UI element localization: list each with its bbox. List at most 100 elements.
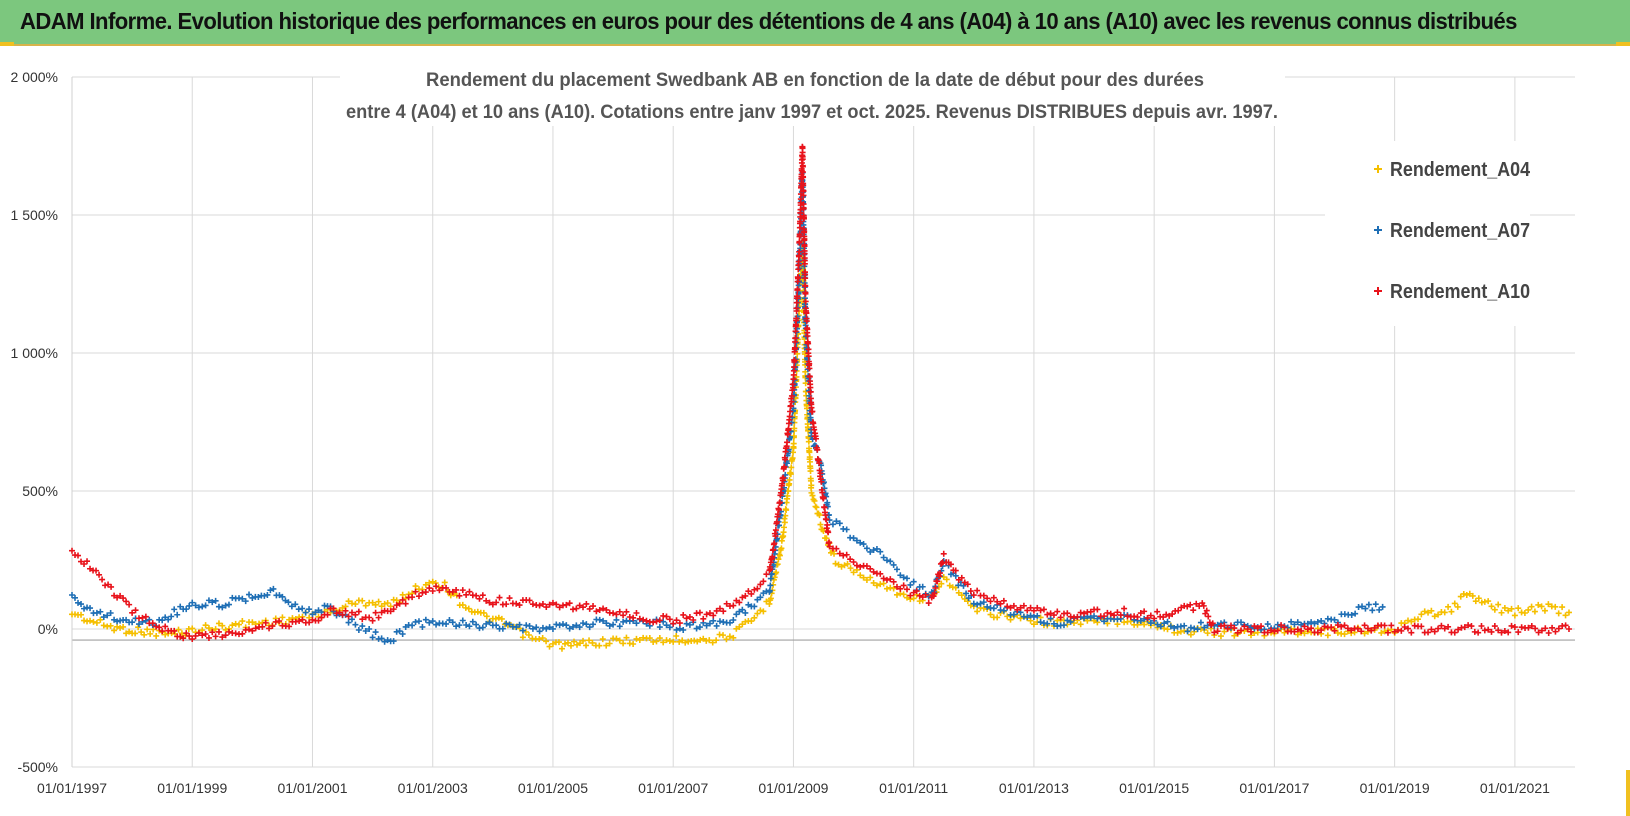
data-point <box>183 630 190 637</box>
data-point <box>832 560 839 567</box>
data-point <box>806 365 813 372</box>
data-point <box>860 574 867 581</box>
data-point <box>676 625 683 632</box>
data-point <box>801 235 808 242</box>
data-point <box>1471 628 1478 635</box>
data-point <box>679 637 686 644</box>
data-point <box>1107 610 1114 617</box>
data-point <box>1485 598 1492 605</box>
data-point <box>202 622 209 629</box>
data-point <box>818 478 825 485</box>
data-point <box>195 604 202 611</box>
data-point <box>1562 622 1569 629</box>
data-point <box>799 156 806 163</box>
data-point <box>459 601 466 608</box>
data-point <box>723 600 730 607</box>
data-point <box>402 623 409 630</box>
data-point <box>1094 606 1101 613</box>
data-point <box>97 608 104 615</box>
data-point <box>378 603 385 610</box>
data-point <box>916 592 923 599</box>
data-point <box>907 592 914 599</box>
data-point <box>362 627 369 634</box>
data-point <box>870 579 877 586</box>
data-point <box>75 552 82 559</box>
data-point <box>791 344 798 351</box>
data-point <box>1264 621 1271 628</box>
data-point <box>1435 625 1442 632</box>
data-point <box>117 624 124 631</box>
data-point <box>1475 629 1482 636</box>
data-point <box>299 605 306 612</box>
data-point <box>1538 603 1545 610</box>
data-point <box>772 527 779 534</box>
data-point <box>433 621 440 628</box>
data-point <box>1050 612 1057 619</box>
data-point <box>495 614 502 621</box>
data-point <box>498 615 505 622</box>
data-point <box>967 588 974 595</box>
data-point <box>1294 631 1301 638</box>
data-point <box>171 627 178 634</box>
data-point <box>93 619 100 626</box>
corner-mark-top-right <box>1616 42 1630 46</box>
data-point <box>775 506 782 513</box>
data-point <box>556 622 563 629</box>
data-point <box>673 626 680 633</box>
data-point <box>549 599 556 606</box>
data-point <box>804 326 811 333</box>
data-point <box>348 609 355 616</box>
data-point <box>1117 612 1124 619</box>
data-point <box>1505 629 1512 636</box>
data-point <box>754 610 761 617</box>
data-point <box>656 617 663 624</box>
data-point <box>186 602 193 609</box>
data-point <box>887 558 894 565</box>
data-point <box>546 624 553 631</box>
data-point <box>1511 612 1518 619</box>
data-point <box>600 617 607 624</box>
data-point <box>1147 612 1154 619</box>
data-point <box>580 637 587 644</box>
data-point <box>586 605 593 612</box>
data-point <box>682 639 689 646</box>
data-point <box>1174 629 1181 636</box>
data-point <box>1376 606 1383 613</box>
x-tick-label: 01/01/2019 <box>1360 780 1430 796</box>
data-point <box>937 570 944 577</box>
data-point <box>763 598 770 605</box>
data-point <box>880 575 887 582</box>
data-point <box>215 628 222 635</box>
data-point <box>739 594 746 601</box>
data-point <box>710 617 717 624</box>
data-point <box>483 620 490 627</box>
data-point <box>696 624 703 631</box>
data-point <box>952 567 959 574</box>
data-point <box>1304 620 1311 627</box>
data-point <box>1231 625 1238 632</box>
data-point <box>780 524 787 531</box>
data-point <box>100 622 107 629</box>
data-point <box>1455 626 1462 633</box>
data-point <box>1024 614 1031 621</box>
data-point <box>480 609 487 616</box>
data-point <box>492 615 499 622</box>
data-point <box>549 625 556 632</box>
data-point <box>443 620 450 627</box>
data-point <box>539 624 546 631</box>
data-point <box>1435 611 1442 618</box>
data-point <box>800 182 807 189</box>
data-point <box>1064 617 1071 624</box>
data-point <box>296 618 303 625</box>
data-point <box>100 614 107 621</box>
data-point <box>526 623 533 630</box>
data-point <box>1164 618 1171 625</box>
data-point <box>613 616 620 623</box>
data-point <box>860 541 867 548</box>
data-point <box>720 632 727 639</box>
data-point <box>791 425 798 432</box>
data-point <box>199 603 206 610</box>
data-point <box>516 621 523 628</box>
data-point <box>1205 613 1212 620</box>
data-point <box>603 620 610 627</box>
